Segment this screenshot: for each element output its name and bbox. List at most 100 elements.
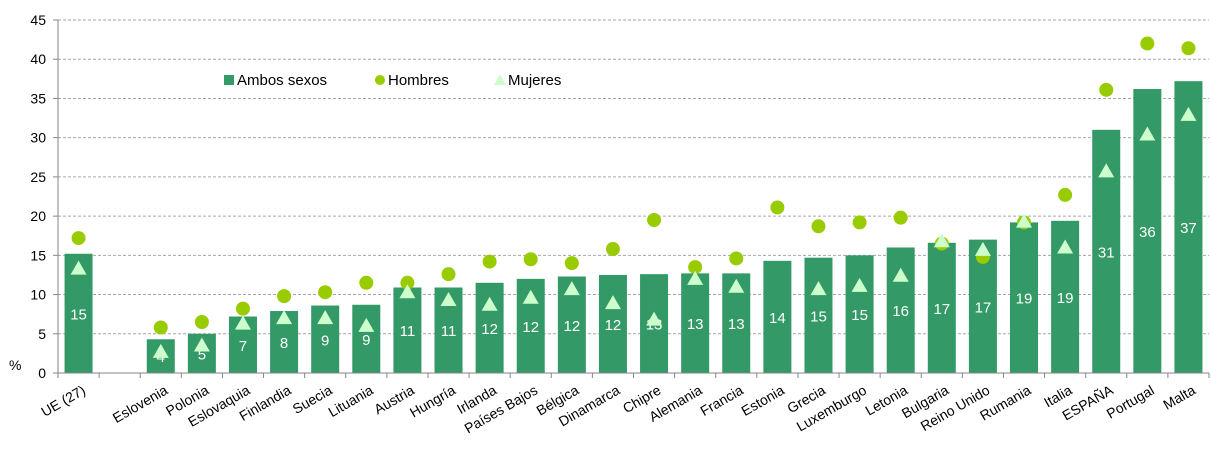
y-tick-label: 35 [30, 90, 46, 106]
data-label: 37 [1180, 220, 1197, 237]
marker-mujeres [892, 267, 909, 282]
data-label: 12 [563, 318, 580, 335]
data-labels: 1545789911111212121213131314151516171719… [70, 220, 1197, 366]
x-axis: UE (27) EsloveniaPoloniaEslovaquiaFinland… [38, 372, 1210, 436]
data-label: 15 [851, 307, 868, 324]
marker-hombres [564, 256, 579, 271]
marker-mujeres [646, 311, 663, 326]
data-label: 15 [70, 306, 87, 323]
y-axis: 0 5 10 15 20 25 30 35 40 45 [30, 12, 59, 381]
x-tick-label: UE (27) [38, 382, 88, 420]
marker-mujeres [522, 289, 539, 304]
bar [598, 274, 627, 373]
marker-mujeres [152, 343, 169, 358]
marker-mujeres [933, 233, 950, 248]
data-label: 12 [481, 321, 498, 338]
marker-hombres [811, 219, 826, 234]
data-label: 19 [1016, 291, 1033, 308]
data-label: 16 [892, 303, 909, 320]
data-label: 13 [728, 316, 745, 333]
marker-mujeres [728, 278, 745, 293]
marker-mujeres [440, 292, 457, 307]
marker-hombres [277, 289, 292, 304]
legend: Ambos sexos Hombres Mujeres [224, 72, 561, 89]
marker-mujeres [687, 270, 704, 285]
marker-mujeres [851, 277, 868, 292]
y-tick-label: 10 [30, 287, 46, 303]
legend-label-mujeres: Mujeres [508, 72, 561, 89]
marker-hombres [605, 242, 620, 257]
marker-mujeres [358, 317, 375, 332]
marker-hombres [523, 252, 538, 267]
bars [64, 81, 1203, 373]
marker-hombres [400, 275, 415, 290]
marker-hombres [235, 301, 250, 316]
bar [804, 257, 833, 373]
x-tick-label: Portugal [1104, 382, 1157, 422]
bar [845, 255, 874, 373]
marker-hombres [318, 285, 333, 300]
data-label: 15 [810, 308, 827, 325]
bar [927, 242, 956, 373]
marker-hombres [194, 315, 209, 330]
marker-mujeres [1139, 126, 1156, 141]
marker-mujeres [604, 295, 621, 310]
y-tick-label: 15 [30, 247, 46, 263]
data-label: 13 [687, 316, 704, 333]
data-label: 8 [280, 335, 288, 352]
marker-mujeres [193, 337, 210, 352]
bar [763, 260, 792, 373]
marker-mujeres [1098, 163, 1115, 178]
marker-hombres [1099, 82, 1114, 97]
marker-mujeres [810, 281, 827, 296]
data-label: 31 [1098, 244, 1115, 261]
data-label: 36 [1139, 224, 1156, 241]
marker-mujeres [70, 260, 87, 275]
hombres-markers [71, 36, 1196, 335]
y-tick-label: 30 [30, 130, 46, 146]
marker-mujeres [481, 296, 498, 311]
marker-hombres [153, 320, 168, 335]
data-label: 19 [1057, 290, 1074, 307]
marker-hombres [441, 267, 456, 282]
data-label: 7 [239, 338, 247, 355]
x-tick-label: Lituania [325, 382, 376, 420]
marker-hombres [688, 260, 703, 275]
marker-mujeres [317, 310, 334, 325]
marker-hombres [71, 231, 86, 246]
bar [352, 304, 381, 373]
x-tick-label: Estonia [738, 382, 787, 419]
y-tick-label: 25 [30, 169, 46, 185]
legend-label-hombres: Hombres [388, 72, 449, 89]
data-label: 11 [441, 323, 457, 340]
marker-mujeres [276, 310, 293, 325]
y-tick-label: 40 [30, 51, 46, 67]
marker-mujeres [974, 241, 991, 256]
legend-label-ambos-sexos: Ambos sexos [237, 72, 327, 89]
marker-mujeres [1016, 213, 1033, 228]
marker-mujeres [1057, 239, 1074, 254]
y-tick-label: 45 [30, 12, 46, 28]
marker-mujeres [234, 315, 251, 330]
y-tick-label: 20 [30, 208, 46, 224]
data-label: 5 [198, 346, 206, 363]
x-tick-label: Francia [697, 382, 746, 419]
marker-hombres [893, 210, 908, 225]
x-tick-label: Hungría [407, 382, 458, 421]
data-label: 12 [605, 317, 622, 334]
marker-hombres [852, 215, 867, 230]
y-tick-label: 0 [38, 365, 46, 381]
mujeres-markers [70, 106, 1197, 358]
data-label: 9 [321, 332, 329, 349]
marker-hombres [1140, 36, 1155, 51]
data-label: 17 [975, 299, 992, 316]
data-label: 12 [522, 319, 539, 336]
marker-hombres [647, 213, 662, 228]
y-axis-label: % [9, 357, 21, 373]
x-tick-label: Eslovenia [110, 382, 171, 426]
legend-swatch-ambos-sexos [224, 75, 234, 85]
y-tick-label: 5 [38, 326, 46, 342]
marker-hombres [482, 254, 497, 269]
marker-hombres [1181, 41, 1196, 56]
